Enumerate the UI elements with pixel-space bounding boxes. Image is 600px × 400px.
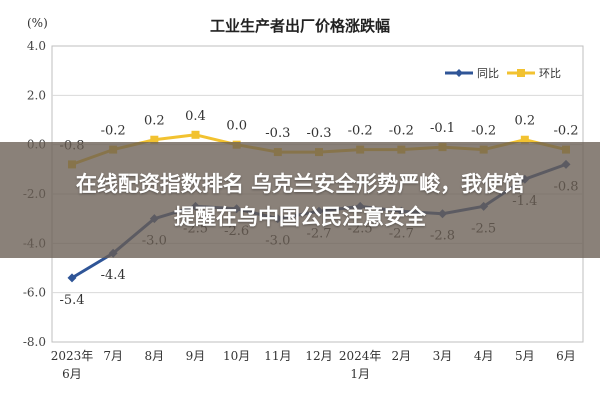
x-tick-label: 2月: [392, 349, 412, 363]
legend-marker-1: [517, 69, 525, 77]
data-label-1: -0.2: [471, 124, 496, 139]
x-tick-label: 5月: [515, 349, 535, 363]
y-tick-label: 2.0: [27, 88, 46, 102]
x-tick-label: 9月: [186, 349, 206, 363]
series-point-1: [191, 130, 200, 139]
data-label-1: 0.2: [144, 114, 165, 129]
x-tick-label: 4月: [474, 349, 494, 363]
x-tick-label: 2024年: [339, 349, 382, 363]
x-tick-label: 3月: [433, 349, 453, 363]
series-point-0: [67, 273, 77, 283]
data-label-1: -0.2: [101, 124, 126, 139]
x-tick-label: 12月: [305, 349, 332, 363]
y-tick-label: -6.0: [23, 286, 46, 300]
data-label-1: 0.4: [185, 109, 206, 124]
x-tick-label-second: 1月: [350, 367, 370, 381]
y-tick-label: -8.0: [23, 335, 46, 349]
headline-line-2[interactable]: 提醒在乌中国公民注意安全: [174, 205, 426, 229]
y-unit-label: (%): [27, 16, 48, 30]
y-tick-label: 4.0: [27, 39, 46, 53]
x-tick-label: 6月: [556, 349, 576, 363]
series-point-1: [150, 135, 159, 144]
x-tick-label-second: 6月: [62, 367, 82, 381]
x-tick-label: 11月: [264, 349, 291, 363]
data-label-0: -4.4: [101, 268, 126, 283]
data-label-1: -0.1: [430, 121, 455, 136]
data-label-1: -0.2: [553, 124, 578, 139]
data-label-1: 0.2: [514, 114, 535, 129]
data-label-1: 0.0: [226, 119, 247, 134]
data-label-1: -0.2: [348, 124, 373, 139]
legend-label-1: 环比: [539, 67, 561, 80]
legend-label-0: 同比: [477, 67, 499, 80]
x-tick-label: 10月: [223, 349, 250, 363]
x-tick-label: 8月: [145, 349, 165, 363]
data-label-1: -0.2: [389, 124, 414, 139]
data-label-1: -0.3: [265, 126, 290, 141]
data-label-1: -0.3: [306, 126, 331, 141]
series-point-1: [520, 135, 529, 144]
legend-marker-0: [455, 69, 463, 77]
data-label-0: -5.4: [59, 293, 84, 308]
x-tick-label: 7月: [103, 349, 123, 363]
chart-title: 工业生产者出厂价格涨跌幅: [210, 17, 390, 35]
x-tick-label: 2023年: [51, 349, 94, 363]
headline-line-1[interactable]: 在线配资指数排名 乌克兰安全形势严峻，我使馆: [75, 172, 525, 196]
headline-overlay: [0, 142, 600, 258]
